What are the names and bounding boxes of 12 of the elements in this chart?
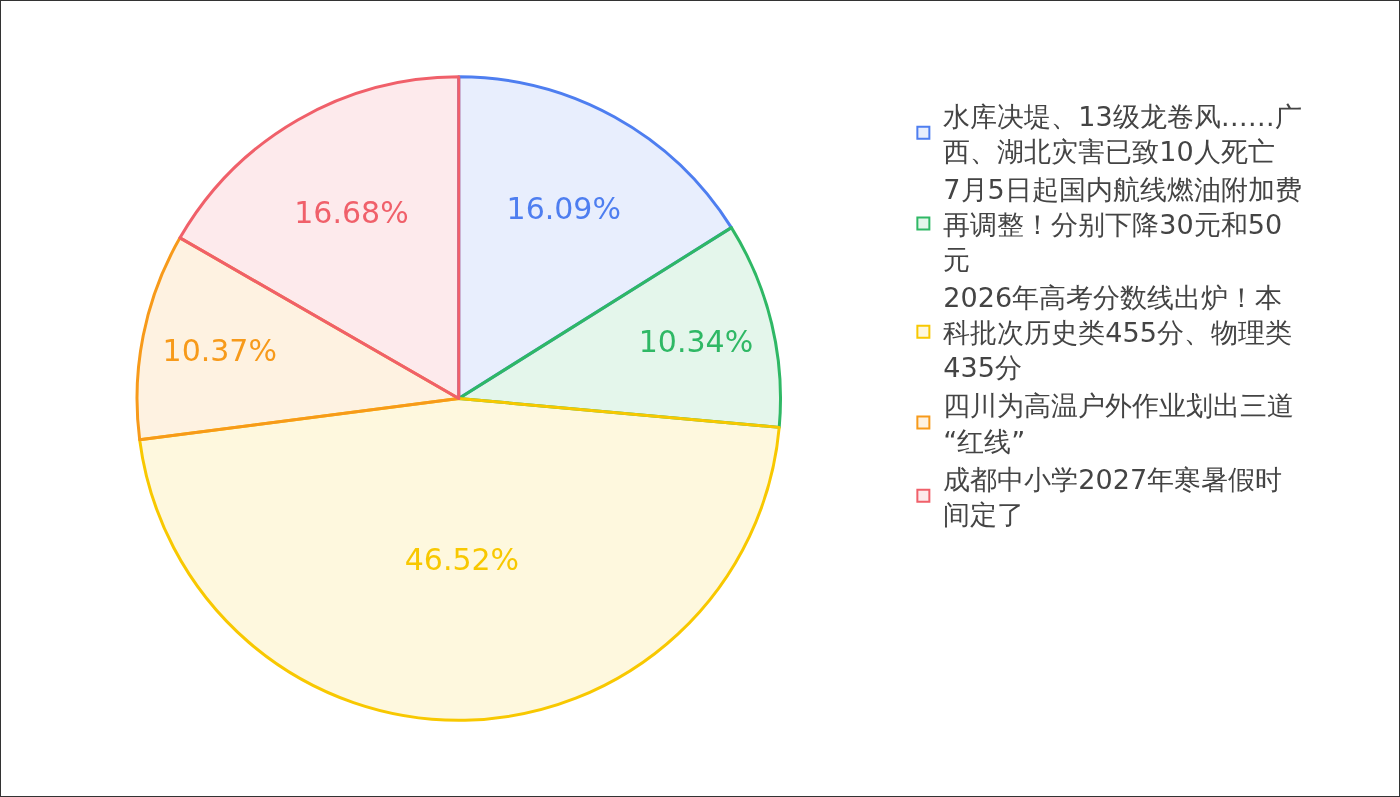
legend-label: 成都中小学2027年寒暑假时间定了 (943, 463, 1283, 530)
data-label: 46.52% (404, 542, 520, 578)
pie-slice (457, 226, 782, 429)
pie-slice (138, 397, 781, 722)
legend-label: 四川为高温户外作业划出三道“红线” (943, 390, 1295, 457)
data-label: 10.37% (162, 333, 277, 369)
legend-label: 7月5日起国内航线燃油附加费再调整！分别下降30元和50元 (943, 173, 1302, 276)
data-label: 16.68% (294, 195, 409, 231)
legend-label: 水库决堤、13级龙卷风……广西、湖北灾害已致10人死亡 (943, 100, 1302, 167)
legend-label: 2026年高考分数线出炉！本科批次历史类455分、物理类435分 (943, 282, 1292, 384)
data-label: 10.34% (638, 324, 754, 360)
data-label: 16.09% (506, 191, 621, 227)
